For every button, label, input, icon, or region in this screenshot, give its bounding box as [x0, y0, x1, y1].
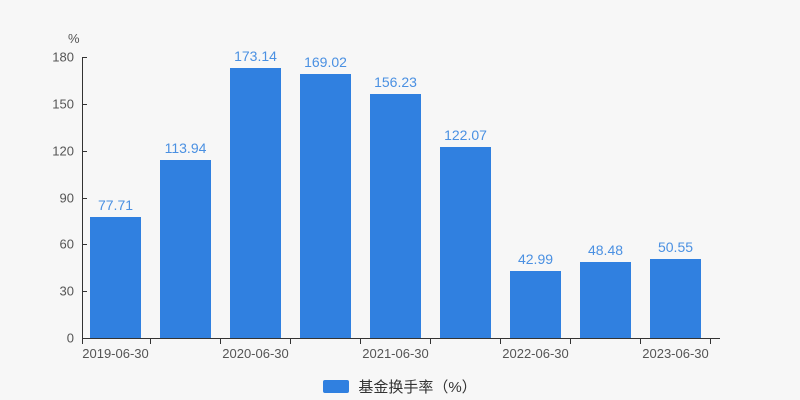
bar-value-label: 169.02: [304, 54, 347, 71]
y-axis-tick-label-text: 180: [52, 49, 74, 65]
bar-value-label: 42.99: [517, 250, 554, 267]
x-axis-tick-label: 2023-06-30: [642, 346, 709, 361]
legend-label-fund-turnover[interactable]: 基金换手率（%）: [358, 379, 477, 396]
bar-value-label: 156.23: [374, 74, 417, 91]
y-axis-tick-label: 90: [0, 190, 74, 205]
x-axis-tick-mark: [500, 339, 501, 344]
x-axis-tick-label: 2020-06-30: [222, 346, 289, 361]
y-axis-tick-mark: [82, 244, 87, 246]
bar[interactable]: [580, 262, 631, 338]
y-axis-tick-label-text: 120: [52, 143, 74, 159]
y-axis-tick-mark: [82, 338, 87, 339]
bar[interactable]: [90, 216, 141, 338]
chart-legend: 基金换手率（%）: [0, 376, 800, 397]
y-axis-tick-label: 0: [0, 331, 74, 346]
bar-value-label: 113.94: [164, 140, 207, 157]
bar-value-label: 48.48: [587, 242, 624, 259]
y-axis-unit-label: %: [68, 31, 80, 46]
bar-value-label: 173.14: [234, 47, 277, 64]
bar[interactable]: [650, 259, 701, 338]
y-axis-tick-label-text: 90: [59, 190, 74, 205]
x-axis-tick-mark: [290, 339, 291, 344]
legend-swatch-fund-turnover: [323, 380, 350, 393]
bar[interactable]: [370, 94, 421, 338]
y-axis-tick-mark: [82, 197, 87, 199]
y-axis-tick-label: 60: [0, 237, 74, 252]
y-axis-tick-mark: [82, 57, 87, 58]
x-axis-tick-mark: [220, 339, 221, 344]
y-axis-tick-label: 150: [0, 96, 74, 111]
x-axis-tick-mark: [640, 339, 641, 344]
y-axis-tick-mark: [82, 291, 87, 293]
bar[interactable]: [230, 67, 281, 338]
bar[interactable]: [160, 160, 211, 338]
x-axis-line: [82, 338, 720, 339]
y-axis-tick-mark: [82, 150, 87, 152]
bar[interactable]: [510, 270, 561, 338]
x-axis-tick-label: 2022-06-30: [502, 346, 569, 361]
y-axis-tick-label-text: 30: [59, 283, 74, 299]
y-axis-tick-label: 30: [0, 284, 74, 299]
x-axis-tick-label: 2021-06-30: [362, 346, 429, 361]
bar-value-label: 77.71: [97, 196, 134, 213]
y-axis-tick-label-text: 60: [59, 236, 74, 252]
y-axis-tick-label-text: 0: [66, 330, 74, 346]
x-axis-tick-mark: [570, 339, 571, 344]
y-axis-tick-label: 120: [0, 143, 74, 158]
x-axis-tick-mark: [430, 339, 431, 344]
y-axis-tick-label-text: 150: [52, 96, 74, 112]
bar-value-label: 50.55: [657, 239, 694, 256]
y-axis-tick-mark: [82, 103, 87, 105]
bar[interactable]: [300, 74, 351, 338]
x-axis-tick-mark: [360, 339, 361, 344]
x-axis-tick-mark: [710, 339, 711, 344]
y-axis-tick-label: 180: [0, 50, 74, 65]
bar-value-label: 122.07: [444, 127, 487, 144]
bar[interactable]: [440, 147, 491, 338]
x-axis-tick-mark: [82, 339, 83, 344]
x-axis-tick-label: 2019-06-30: [82, 346, 149, 361]
x-axis-tick-mark: [150, 339, 151, 344]
